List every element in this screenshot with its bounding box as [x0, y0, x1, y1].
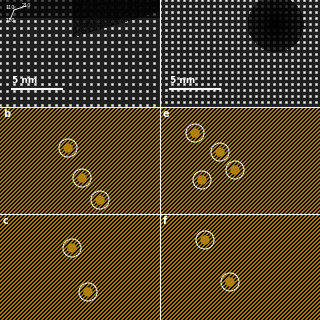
Text: 5 nm: 5 nm — [12, 76, 37, 85]
Circle shape — [226, 278, 234, 286]
Circle shape — [78, 174, 86, 182]
Text: 2̅10: 2̅10 — [22, 3, 31, 8]
Circle shape — [64, 144, 72, 152]
Text: f: f — [163, 216, 167, 226]
Circle shape — [84, 288, 92, 296]
Circle shape — [198, 176, 206, 184]
Text: c: c — [3, 216, 9, 226]
Text: 110: 110 — [5, 5, 14, 10]
Circle shape — [68, 244, 76, 252]
Circle shape — [216, 148, 224, 156]
Circle shape — [231, 166, 239, 174]
Circle shape — [201, 236, 209, 244]
Text: e: e — [163, 109, 170, 119]
Text: 1̀1̀0: 1̀1̀0 — [5, 18, 14, 23]
Circle shape — [96, 196, 104, 204]
Text: b: b — [3, 109, 10, 119]
Text: 5 nm: 5 nm — [170, 76, 195, 85]
Circle shape — [191, 129, 199, 137]
